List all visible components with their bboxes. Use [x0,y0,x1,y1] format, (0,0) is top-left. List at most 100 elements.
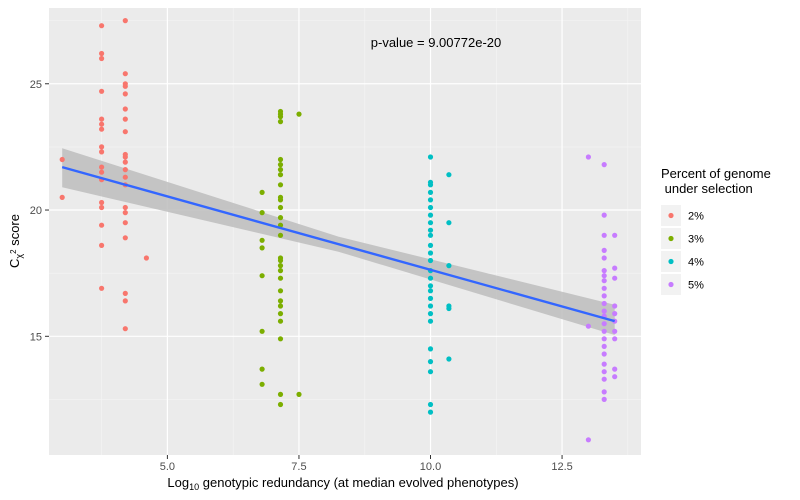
data-point [277,162,284,168]
data-point [277,391,284,397]
data-point [427,232,434,238]
data-point [601,285,607,291]
data-point [277,288,284,294]
data-point [277,298,284,304]
data-point [427,295,434,301]
regression-line [61,165,616,323]
data-point [259,210,265,216]
data-point [122,116,128,122]
data-point [601,255,607,261]
data-point [277,204,284,211]
data-point [601,343,607,349]
data-point [612,265,618,271]
data-point [122,18,128,24]
data-point [612,232,618,238]
x-axis-label: Log10 genotypic redundancy (at median ev… [167,475,518,492]
data-point [601,376,607,382]
data-point [427,359,434,365]
data-point [122,167,128,173]
axis-ticks: 5.0 7.5 10.0 12.5 15 20 25 [30,79,573,473]
data-point [277,336,284,342]
data-point [99,121,105,127]
data-point [427,288,434,294]
data-point [122,220,128,226]
regression-line-path [61,165,616,323]
data-point [296,111,302,117]
data-point [277,255,284,261]
data-point [99,116,105,122]
data-point [601,278,607,284]
data-point [446,263,452,269]
data-point [601,336,607,342]
data-point [427,189,434,195]
data-point [601,293,607,299]
x-tick-label: 5.0 [160,461,175,473]
data-point [122,210,128,216]
data-point [601,273,607,279]
data-point [601,212,607,218]
data-point [99,23,105,29]
y-axis-label: Cχ2 score [7,214,24,268]
confidence-band [62,148,615,335]
data-point [259,237,265,243]
data-point [259,245,265,251]
data-point [122,204,128,211]
data-point [601,232,607,238]
data-point [601,369,607,375]
y-tick-label: 25 [30,79,42,91]
data-point [427,303,434,309]
data-point [277,318,284,324]
data-point [612,275,618,281]
data-point [601,321,607,327]
x-tick-label: 10.0 [420,461,441,473]
grid-minor [49,8,641,455]
plot-panel [49,8,641,455]
legend-key-marker [668,235,674,242]
legend-label: 2% [688,211,704,223]
data-point [427,311,434,317]
data-point [99,164,105,170]
data-point [143,255,149,261]
data-point [277,156,284,163]
data-point [601,328,607,334]
data-point [427,179,434,185]
data-point [601,351,607,357]
data-point [446,220,452,226]
data-point [99,199,105,206]
data-point [122,159,128,165]
data-point [612,374,618,380]
legend-key-marker [668,212,674,219]
data-point [277,194,284,200]
data-point [446,356,452,362]
data-point [277,268,284,274]
data-point [277,401,284,408]
data-point [277,108,284,115]
p-value-annotation: p-value = 9.00772e-20 [371,35,501,50]
legend-key-marker [668,281,674,288]
data-point [585,154,592,160]
data-point [122,326,128,332]
data-point [122,71,128,77]
data-point [277,263,284,269]
data-point [612,311,618,317]
data-point [427,257,434,264]
data-point [427,212,434,218]
data-point [427,197,434,203]
data-point [601,308,607,314]
y-tick-label: 20 [30,205,42,217]
data-point [99,126,105,132]
data-point [277,275,284,281]
y-tick-label: 15 [30,331,42,343]
data-point [122,81,128,87]
data-point [122,106,128,112]
data-point [277,119,284,125]
data-point [585,437,592,443]
data-point [277,303,284,309]
data-point [59,156,65,163]
data-point [122,129,128,135]
data-point [99,242,105,248]
data-point [259,273,265,279]
data-point [427,275,434,281]
data-point [99,169,105,175]
